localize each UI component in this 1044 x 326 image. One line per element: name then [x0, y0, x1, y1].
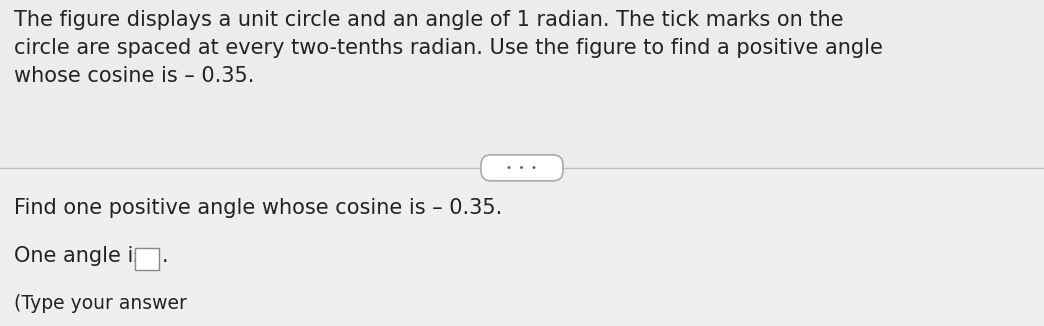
Text: Find one positive angle whose cosine is – 0.35.: Find one positive angle whose cosine is …: [14, 198, 502, 218]
Text: The figure displays a unit circle and an angle of 1 radian. The tick marks on th: The figure displays a unit circle and an…: [14, 10, 883, 86]
FancyBboxPatch shape: [135, 248, 159, 270]
Bar: [0, 168, 1044, 326]
Text: (Type your answer: (Type your answer: [14, 294, 187, 313]
Text: .: .: [162, 246, 169, 266]
FancyBboxPatch shape: [481, 155, 563, 181]
Text: One angle is: One angle is: [14, 246, 144, 266]
Text: •  •  •: • • •: [506, 163, 538, 173]
Bar: [0, 0, 1044, 168]
